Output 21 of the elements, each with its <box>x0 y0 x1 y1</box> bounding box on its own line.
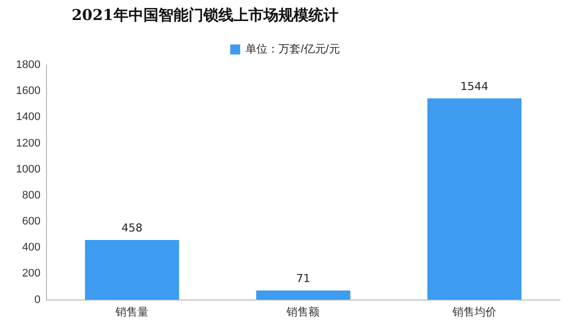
y-tick-label: 1600 <box>16 85 40 98</box>
y-tick-label: 0 <box>34 294 40 306</box>
y-tick-label: 1400 <box>16 111 40 124</box>
data-label: 1544 <box>460 80 488 93</box>
data-label: 458 <box>122 221 143 234</box>
bar <box>427 98 522 300</box>
x-tick-label: 销售量 <box>114 306 149 318</box>
data-label: 71 <box>296 272 310 285</box>
y-tick-label: 800 <box>22 189 40 202</box>
legend-label: 单位：万套/亿元/元 <box>246 42 340 56</box>
bar <box>256 290 350 300</box>
y-tick-label: 600 <box>22 216 40 228</box>
y-tick-label: 200 <box>22 268 40 280</box>
x-tick-label: 销售均价 <box>451 306 496 318</box>
y-tick-label: 400 <box>22 242 40 254</box>
bar <box>84 240 180 300</box>
x-tick-label: 销售额 <box>286 305 320 318</box>
y-tick-label: 1000 <box>16 163 40 176</box>
chart-title: 2021年中国智能门锁线上市场规模统计 <box>70 6 340 25</box>
y-tick-label: 1200 <box>16 137 40 150</box>
y-tick-label: 1800 <box>16 59 40 72</box>
